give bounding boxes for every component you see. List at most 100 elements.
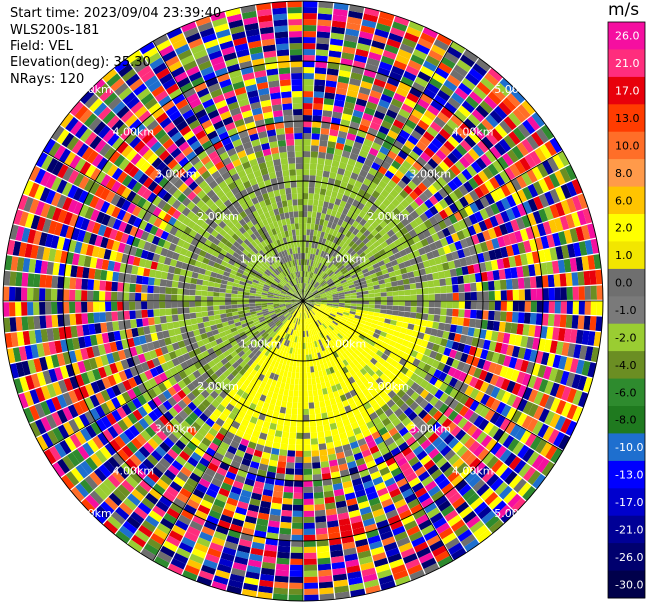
velocity-bin: [215, 569, 230, 580]
velocity-bin: [355, 328, 362, 334]
velocity-bin: [337, 457, 347, 466]
velocity-bin: [314, 73, 326, 81]
velocity-bin: [573, 344, 582, 359]
velocity-bin: [331, 338, 337, 345]
velocity-bin: [517, 347, 526, 360]
velocity-bin: [304, 552, 317, 559]
velocity-bin: [416, 307, 423, 314]
velocity-bin: [424, 428, 435, 439]
velocity-bin: [341, 373, 348, 381]
velocity-bin: [415, 419, 426, 430]
velocity-bin: [292, 366, 297, 373]
velocity-bin: [413, 405, 424, 416]
velocity-bin: [401, 375, 410, 384]
velocity-bin: [314, 224, 319, 231]
velocity-bin: [309, 175, 316, 182]
velocity-bin: [361, 310, 369, 315]
velocity-bin: [224, 503, 237, 513]
velocity-bin: [473, 328, 481, 338]
velocity-bin: [316, 383, 322, 390]
velocity-bin: [320, 382, 327, 389]
velocity-bin: [33, 287, 40, 301]
velocity-bin: [352, 320, 359, 326]
velocity-bin: [296, 336, 300, 343]
velocity-bin: [379, 365, 387, 373]
velocity-bin: [542, 301, 549, 313]
velocity-bin: [130, 319, 138, 329]
velocity-bin: [316, 327, 321, 333]
velocity-bin: [338, 322, 345, 327]
velocity-bin: [521, 415, 533, 430]
velocity-bin: [264, 415, 272, 423]
velocity-bin: [325, 319, 331, 325]
velocity-bin: [367, 535, 381, 545]
velocity-bin: [339, 381, 347, 389]
velocity-bin: [344, 378, 351, 387]
velocity-bin: [135, 275, 143, 285]
velocity-bin: [322, 337, 327, 344]
velocity-bin: [368, 304, 375, 309]
velocity-bin: [497, 353, 506, 366]
velocity-bin: [458, 483, 472, 497]
velocity-bin: [437, 414, 448, 425]
velocity-bin: [342, 386, 350, 394]
velocity-bin: [287, 157, 296, 164]
velocity-bin: [270, 508, 281, 516]
velocity-bin: [256, 518, 269, 527]
velocity-bin: [287, 151, 295, 158]
velocity-bin: [323, 490, 334, 498]
velocity-bin: [324, 399, 331, 407]
velocity-bin: [409, 440, 421, 451]
velocity-bin: [310, 329, 315, 336]
velocity-bin: [359, 424, 369, 433]
velocity-bin: [518, 301, 525, 312]
velocity-bin: [473, 444, 485, 457]
velocity-bin: [540, 442, 553, 457]
velocity-bin: [288, 341, 293, 348]
velocity-bin: [254, 392, 262, 400]
velocity-bin: [292, 510, 303, 517]
velocity-bin: [351, 381, 359, 390]
velocity-bin: [231, 567, 246, 577]
velocity-bin: [533, 405, 545, 420]
velocity-bin: [363, 372, 372, 380]
velocity-bin: [281, 504, 293, 511]
velocity-bin: [345, 371, 352, 379]
velocity-bin: [303, 354, 307, 361]
velocity-bin: [295, 151, 303, 158]
velocity-bin: [432, 517, 447, 530]
velocity-bin: [327, 526, 340, 534]
velocity-bin: [289, 49, 302, 56]
velocity-bin: [349, 361, 356, 369]
velocity-bin: [517, 384, 528, 398]
velocity-bin: [445, 537, 460, 550]
velocity-bin: [322, 478, 333, 486]
velocity-bin: [240, 438, 250, 447]
velocity-bin: [303, 217, 308, 224]
velocity-bin: [243, 295, 250, 299]
velocity-bin: [393, 472, 405, 483]
velocity-bin: [365, 318, 373, 323]
velocity-bin: [406, 525, 421, 537]
velocity-bin: [354, 339, 362, 347]
velocity-bin: [365, 333, 373, 340]
velocity-bin: [420, 354, 430, 364]
velocity-bin: [479, 406, 491, 418]
velocity-bin: [213, 472, 225, 482]
velocity-bin: [183, 288, 190, 295]
velocity-bin: [348, 576, 363, 586]
velocity-bin: [336, 312, 343, 316]
velocity-bin: [296, 181, 303, 188]
velocity-bin: [321, 369, 328, 377]
velocity-bin: [303, 372, 308, 379]
velocity-bin: [298, 253, 301, 260]
velocity-bin: [315, 359, 321, 366]
velocity-bin: [488, 496, 503, 510]
velocity-bin: [93, 290, 100, 301]
velocity-bin: [276, 201, 283, 209]
velocity-bin: [243, 582, 258, 592]
velocity-bin: [488, 340, 497, 352]
velocity-bin: [277, 140, 287, 147]
velocity-bin: [332, 482, 343, 491]
velocity-bin: [312, 359, 317, 367]
